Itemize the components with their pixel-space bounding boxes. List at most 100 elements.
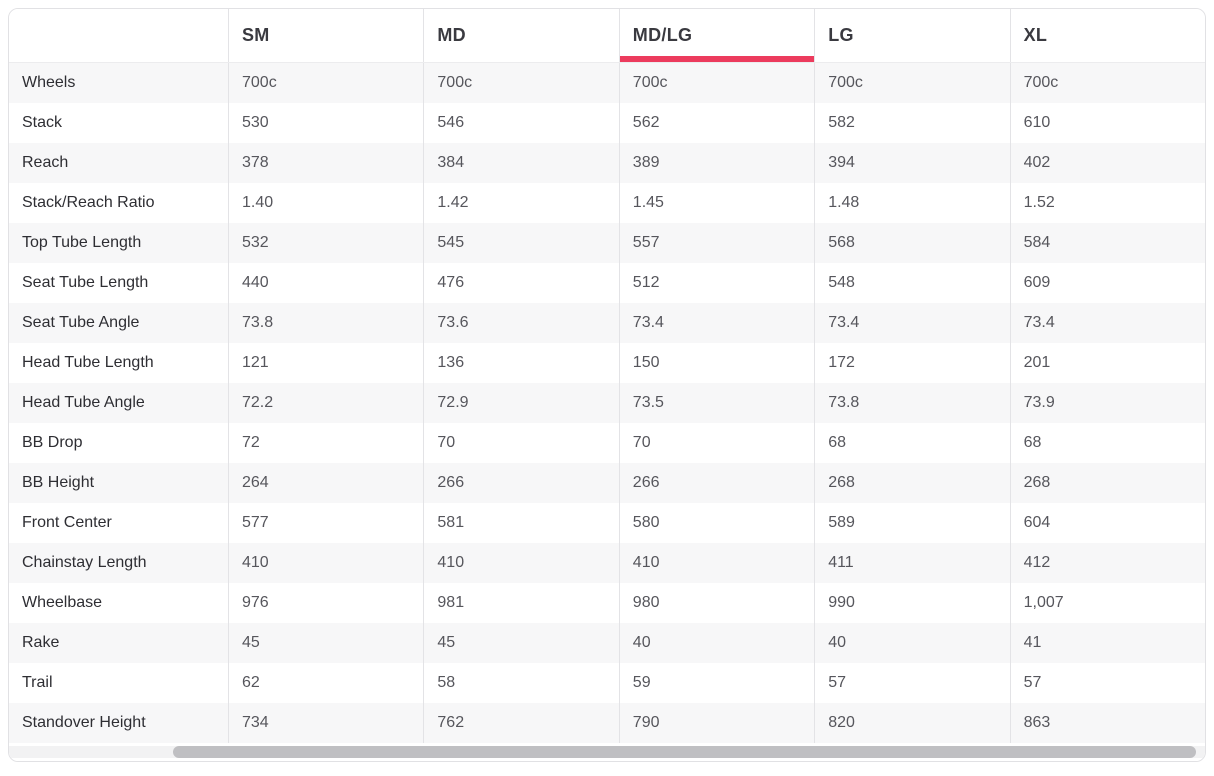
spec-value: 378 — [228, 143, 423, 183]
size-tab-md[interactable]: MD — [423, 9, 618, 62]
spec-value: 389 — [618, 143, 814, 183]
spec-value: 384 — [423, 143, 618, 183]
spec-value: 62 — [228, 663, 423, 703]
horizontal-scrollbar-thumb[interactable] — [173, 746, 1196, 758]
spec-value: 68 — [1009, 423, 1205, 463]
spec-label: Top Tube Length — [22, 234, 142, 251]
spec-value: 476 — [423, 263, 618, 303]
spec-value: 532 — [228, 223, 423, 263]
table-row: Head Tube Length 121 136 150 172 201 — [9, 343, 1205, 383]
spec-value: 72.2 — [228, 383, 423, 423]
spec-value: 530 — [228, 103, 423, 143]
spec-value: 172 — [814, 343, 1009, 383]
spec-value: 700c — [1009, 63, 1205, 103]
spec-label: Rake — [22, 634, 60, 651]
size-tab-label: MD — [437, 25, 466, 45]
spec-value: 557 — [618, 223, 814, 263]
spec-value: 59 — [618, 663, 814, 703]
size-tab-label: XL — [1023, 25, 1048, 45]
spec-label: Seat Tube Angle — [22, 314, 140, 331]
spec-label: Trail — [22, 674, 53, 691]
spec-value: 577 — [228, 503, 423, 543]
size-tab-md-lg[interactable]: MD/LG — [618, 9, 815, 62]
spec-value: 410 — [423, 543, 618, 583]
spec-value: 976 — [228, 583, 423, 623]
size-tab-xl[interactable]: XL — [1009, 9, 1205, 62]
spec-value: 1.52 — [1009, 183, 1205, 223]
spec-value: 610 — [1009, 103, 1205, 143]
spec-value: 581 — [423, 503, 618, 543]
spec-value: 1.45 — [618, 183, 814, 223]
table-row: Standover Height 734 762 790 820 863 — [9, 703, 1205, 743]
spec-value: 73.9 — [1009, 383, 1205, 423]
table-row: Wheels 700c 700c 700c 700c 700c — [9, 63, 1205, 103]
spec-label: Standover Height — [22, 714, 146, 731]
spec-value: 863 — [1009, 703, 1205, 743]
spec-value: 980 — [618, 583, 814, 623]
table-row: Rake 45 45 40 40 41 — [9, 623, 1205, 663]
spec-value: 45 — [228, 623, 423, 663]
spec-label: Stack — [22, 114, 63, 131]
spec-value: 512 — [618, 263, 814, 303]
size-tab-label: MD/LG — [632, 25, 693, 45]
spec-label: Front Center — [22, 514, 112, 531]
spec-value: 73.8 — [228, 303, 423, 343]
spec-label: Stack/Reach Ratio — [22, 194, 155, 211]
spec-label: Reach — [22, 154, 69, 171]
spec-value: 545 — [423, 223, 618, 263]
spec-value: 609 — [1009, 263, 1205, 303]
spec-value: 121 — [228, 343, 423, 383]
spec-value: 412 — [1009, 543, 1205, 583]
spec-label: Wheels — [22, 74, 76, 91]
spec-value: 45 — [423, 623, 618, 663]
spec-value: 72.9 — [423, 383, 618, 423]
spec-value: 700c — [228, 63, 423, 103]
spec-label: BB Height — [22, 474, 95, 491]
size-tab-label: LG — [828, 25, 854, 45]
size-tab-label: SM — [242, 25, 270, 45]
horizontal-scrollbar[interactable] — [9, 743, 1205, 761]
spec-value: 136 — [423, 343, 618, 383]
spec-value: 790 — [618, 703, 814, 743]
spec-value: 1.42 — [423, 183, 618, 223]
spec-value: 411 — [814, 543, 1009, 583]
spec-value: 1.40 — [228, 183, 423, 223]
spec-value: 73.6 — [423, 303, 618, 343]
spec-label: BB Drop — [22, 434, 83, 451]
table-row: Stack 530 546 562 582 610 — [9, 103, 1205, 143]
spec-value: 73.4 — [1009, 303, 1205, 343]
spec-label: Chainstay Length — [22, 554, 147, 571]
spec-value: 264 — [228, 463, 423, 503]
spec-value: 981 — [423, 583, 618, 623]
spec-value: 70 — [618, 423, 814, 463]
spec-value: 820 — [814, 703, 1009, 743]
spec-value: 582 — [814, 103, 1009, 143]
spec-value: 546 — [423, 103, 618, 143]
spec-value: 70 — [423, 423, 618, 463]
geometry-table: SM MD MD/LG LG XL Wheels 700c 700c 700c 700c 700… — [8, 8, 1206, 762]
spec-value: 584 — [1009, 223, 1205, 263]
table-row: Head Tube Angle 72.2 72.9 73.5 73.8 73.9 — [9, 383, 1205, 423]
corner-cell — [9, 9, 228, 62]
table-row: Reach 378 384 389 394 402 — [9, 143, 1205, 183]
spec-value: 410 — [228, 543, 423, 583]
spec-value: 57 — [814, 663, 1009, 703]
spec-value: 700c — [423, 63, 618, 103]
size-tab-lg[interactable]: LG — [814, 9, 1009, 62]
spec-label: Head Tube Length — [22, 354, 154, 371]
spec-label: Head Tube Angle — [22, 394, 145, 411]
spec-value: 734 — [228, 703, 423, 743]
table-row: Trail 62 58 59 57 57 — [9, 663, 1205, 703]
spec-value: 410 — [618, 543, 814, 583]
spec-value: 562 — [618, 103, 814, 143]
spec-label: Wheelbase — [22, 594, 103, 611]
size-header-row: SM MD MD/LG LG XL — [9, 9, 1205, 63]
spec-value: 568 — [814, 223, 1009, 263]
size-tab-sm[interactable]: SM — [228, 9, 423, 62]
table-row: Front Center 577 581 580 589 604 — [9, 503, 1205, 543]
table-row: Wheelbase 976 981 980 990 1,007 — [9, 583, 1205, 623]
table-row: Seat Tube Angle 73.8 73.6 73.4 73.4 73.4 — [9, 303, 1205, 343]
spec-value: 394 — [814, 143, 1009, 183]
table-row: BB Height 264 266 266 268 268 — [9, 463, 1205, 503]
table-row: Top Tube Length 532 545 557 568 584 — [9, 223, 1205, 263]
